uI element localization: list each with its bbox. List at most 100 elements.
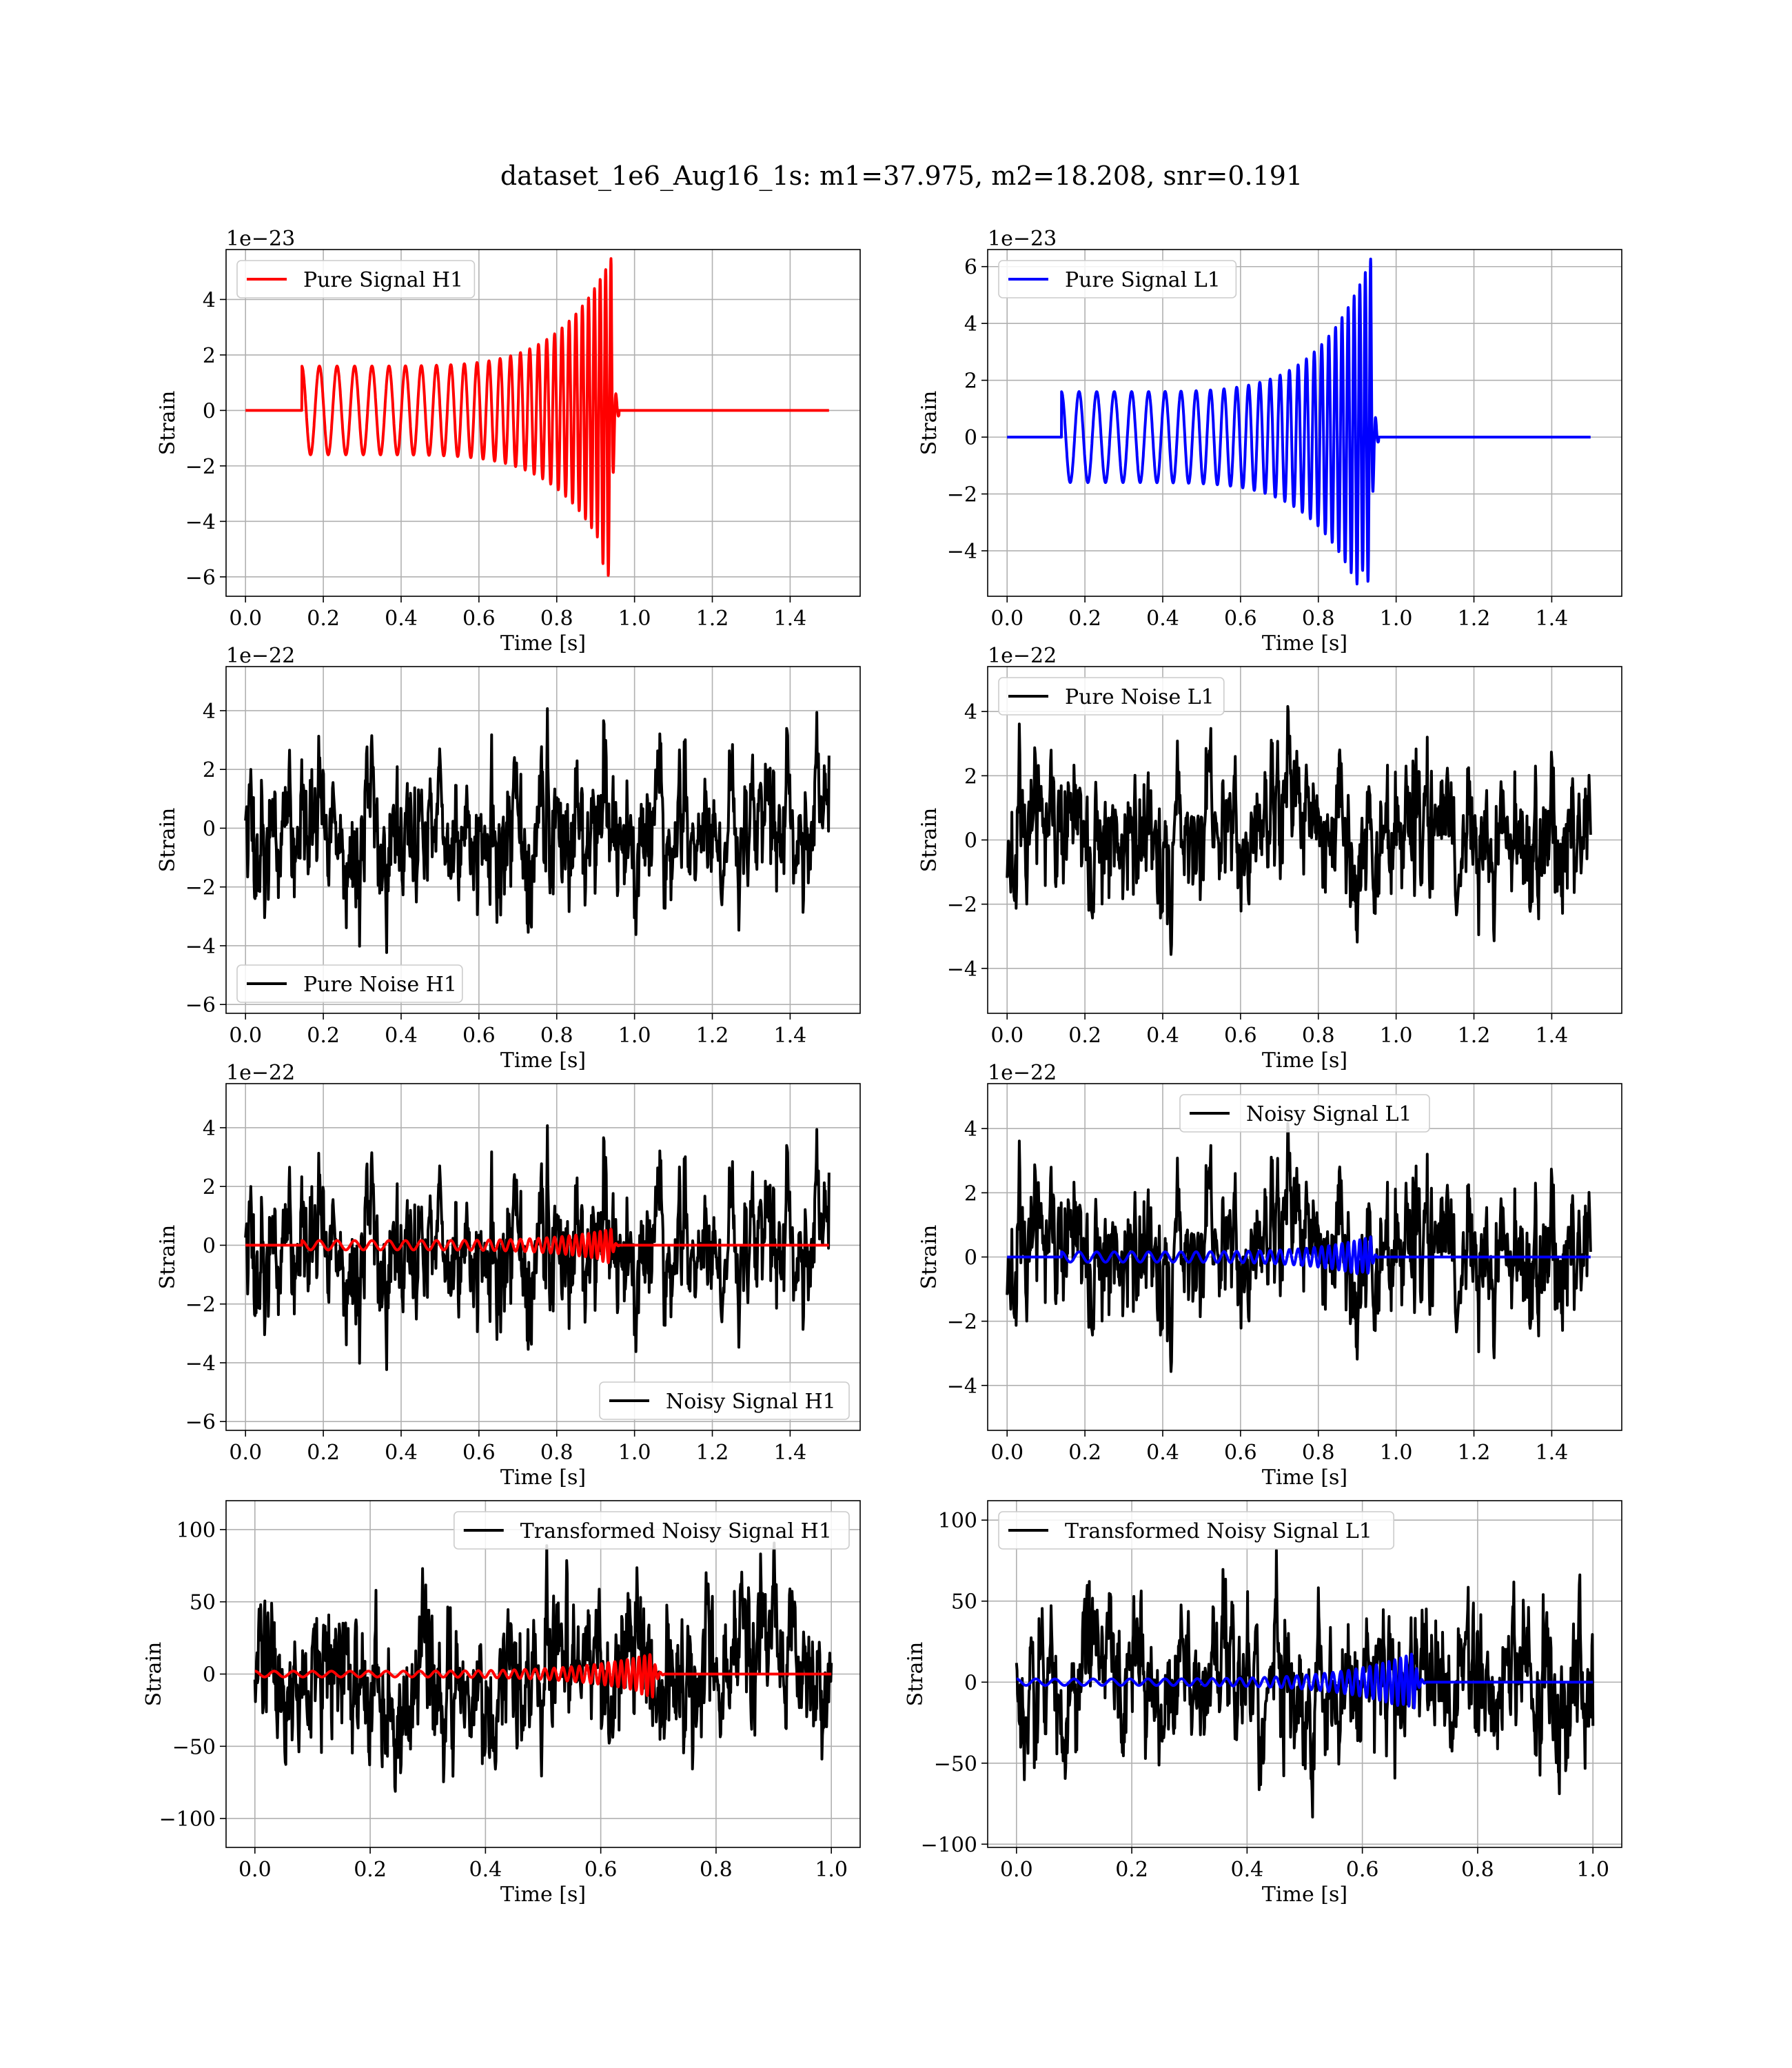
y-axis-label: Strain	[156, 808, 180, 873]
legend: Noisy Signal H1	[599, 1381, 850, 1420]
y-tick-label: −50	[934, 1752, 977, 1776]
y-tick-label: 2	[964, 764, 977, 789]
x-tick-label: 0.2	[1068, 1024, 1101, 1048]
x-axis-label: Time [s]	[500, 1466, 586, 1490]
x-tick-label: 1.4	[774, 1024, 807, 1048]
x-tick-label: 0.8	[1302, 1024, 1335, 1048]
x-tick-label: 0.4	[1146, 607, 1179, 631]
x-tick-label: 0.6	[1346, 1858, 1379, 1882]
legend-label: Transformed Noisy Signal H1	[520, 1519, 832, 1543]
legend: Pure Signal H1	[236, 260, 476, 298]
axes-frame	[987, 1500, 1622, 1848]
x-tick-label: 0.6	[1224, 1024, 1257, 1048]
series-line-1	[1015, 1652, 1594, 1710]
legend-label: Noisy Signal H1	[666, 1390, 836, 1414]
y-tick-label: 4	[203, 1117, 216, 1141]
x-tick-label: 0.4	[385, 1024, 418, 1048]
plot-area	[1006, 1122, 1592, 1373]
x-tick-label: 1.0	[815, 1858, 848, 1882]
series-line-1	[254, 1653, 833, 1699]
y-axis-label: Strain	[917, 1225, 941, 1290]
y-tick-label: −100	[921, 1833, 977, 1857]
x-tick-label: 1.2	[1458, 1024, 1491, 1048]
y-axis-label: Strain	[917, 391, 941, 456]
y-tick-label: −2	[185, 455, 216, 479]
legend: Transformed Noisy Signal H1	[453, 1511, 850, 1550]
x-tick-label: 0.4	[385, 607, 418, 631]
x-axis-label: Time [s]	[1262, 1048, 1347, 1073]
series-line-0	[1015, 1549, 1595, 1818]
y-tick-label: −50	[172, 1735, 216, 1759]
legend-label: Noisy Signal L1	[1246, 1102, 1412, 1126]
y-tick-label: −4	[185, 935, 216, 959]
offset-text: 1e−22	[988, 1061, 1057, 1085]
x-axis-label: Time [s]	[500, 1048, 586, 1073]
y-tick-label: −2	[947, 483, 977, 507]
plot-area	[253, 1541, 833, 1793]
y-tick-label: 4	[203, 288, 216, 312]
x-tick-label: 0.2	[1068, 607, 1101, 631]
series-line-0	[1006, 704, 1592, 956]
x-tick-label: 1.4	[1536, 1024, 1569, 1048]
plot-area	[244, 257, 831, 577]
x-tick-label: 0.6	[462, 1441, 496, 1465]
x-axis-label: Time [s]	[500, 631, 586, 656]
y-tick-label: −2	[947, 893, 977, 918]
axes-pure-signal-l1: 0.0 0.2 0.4 0.6 0.8 1.0 1.2 1.4 −4 −2 0 2 4 6 Time [s]…	[917, 227, 1622, 656]
y-axis-label: Strain	[156, 1225, 180, 1290]
x-tick-label: 1.0	[618, 1441, 651, 1465]
x-tick-label: 0.2	[354, 1858, 387, 1882]
series-line-0	[244, 1124, 831, 1371]
axes-noisy-signal-l1: 0.0 0.2 0.4 0.6 0.8 1.0 1.2 1.4 −4 −2 0 2 4 Time [s] S…	[917, 1061, 1622, 1490]
x-tick-label: 0.6	[1224, 607, 1257, 631]
legend-label: Pure Signal H1	[303, 268, 463, 292]
x-tick-label: 1.2	[696, 607, 729, 631]
x-tick-label: 1.0	[618, 1024, 651, 1048]
y-tick-label: −2	[947, 1310, 977, 1335]
y-tick-label: −2	[185, 1293, 216, 1317]
x-tick-label: 1.0	[618, 607, 651, 631]
axes-pure-signal-h1: 0.0 0.2 0.4 0.6 0.8 1.0 1.2 1.4 −6 −4 −2 0 2 4 Time [s…	[156, 227, 861, 656]
x-tick-label: 1.4	[774, 607, 807, 631]
x-tick-label: 1.4	[1536, 607, 1569, 631]
y-tick-label: 4	[964, 312, 977, 336]
x-tick-label: 0.2	[307, 1441, 340, 1465]
y-tick-label: 6	[964, 256, 977, 280]
legend-label: Transformed Noisy Signal L1	[1065, 1519, 1372, 1543]
legend-label: Pure Noise H1	[303, 973, 457, 997]
offset-text: 1e−22	[226, 644, 295, 668]
y-tick-label: −4	[185, 510, 216, 534]
y-axis-label: Strain	[904, 1642, 928, 1707]
x-axis-label: Time [s]	[1262, 1883, 1347, 1907]
x-tick-label: 0.4	[1231, 1858, 1264, 1882]
plot-area	[1006, 257, 1592, 586]
x-tick-label: 1.2	[696, 1441, 729, 1465]
legend-frame	[998, 677, 1225, 716]
axes-frame	[987, 249, 1622, 597]
axes-layer: 0.0 0.2 0.4 0.6 0.8 1.0 1.2 1.4 −6 −4 −2 0 2 4 Time [s…	[142, 227, 1622, 1907]
y-tick-label: −4	[185, 1352, 216, 1376]
x-tick-label: 0.2	[1115, 1858, 1148, 1882]
x-tick-label: 1.4	[774, 1441, 807, 1465]
y-tick-label: 0	[964, 1671, 977, 1695]
legend: Transformed Noisy Signal L1	[998, 1511, 1395, 1550]
plot-area	[244, 1124, 831, 1371]
y-tick-label: −2	[185, 876, 216, 900]
y-tick-label: −6	[185, 993, 216, 1017]
x-tick-label: 0.0	[990, 1024, 1024, 1048]
series-line-0	[244, 257, 831, 577]
figure-title: dataset_1e6_Aug16_1s: m1=37.975, m2=18.2…	[500, 161, 1303, 192]
x-tick-label: 0.2	[1068, 1441, 1101, 1465]
y-tick-label: −6	[185, 566, 216, 590]
y-tick-label: 100	[176, 1519, 216, 1543]
x-tick-label: 1.4	[1536, 1441, 1569, 1465]
x-tick-label: 0.6	[1224, 1441, 1257, 1465]
legend-frame	[236, 964, 463, 1003]
y-axis-label: Strain	[156, 391, 180, 456]
axes-frame	[225, 249, 861, 597]
x-tick-label: 0.2	[307, 607, 340, 631]
x-tick-label: 0.4	[385, 1441, 418, 1465]
x-tick-label: 0.0	[990, 1441, 1024, 1465]
x-tick-label: 1.0	[1576, 1858, 1609, 1882]
